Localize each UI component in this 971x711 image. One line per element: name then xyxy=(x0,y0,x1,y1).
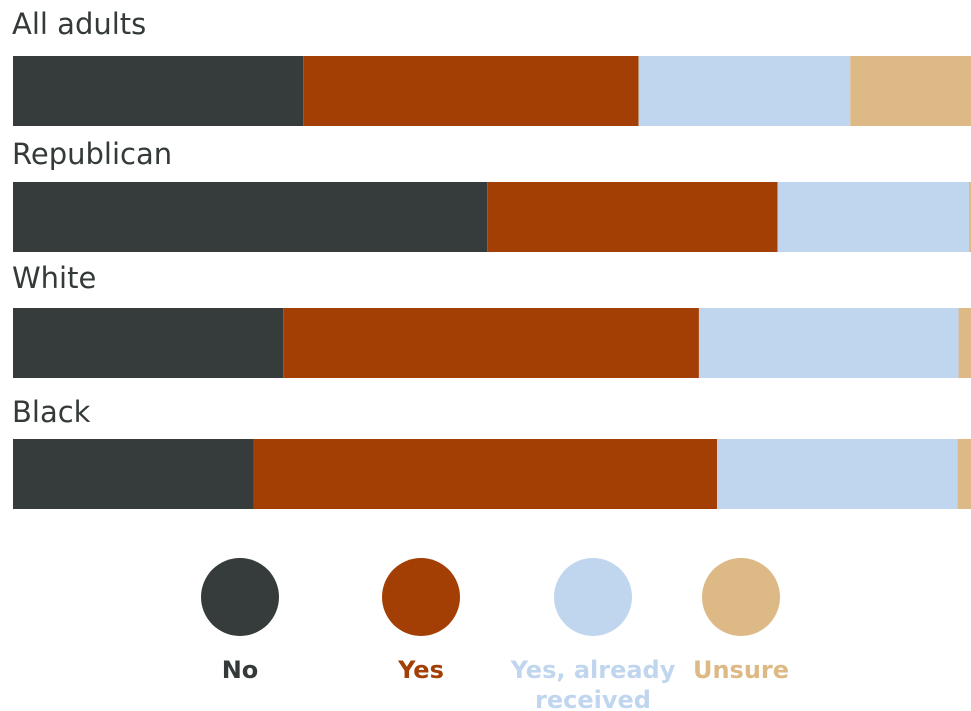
bar-republican-yes xyxy=(487,182,778,252)
bars-layer xyxy=(13,56,971,509)
bar-black-unsure xyxy=(957,439,971,509)
bar-all-adults-unsure xyxy=(850,56,971,126)
legend-swatch-no xyxy=(201,558,279,636)
legend-item-unsure: Unsure xyxy=(693,558,789,684)
legend-swatch-yes xyxy=(382,558,460,636)
bar-black-no xyxy=(13,439,254,509)
bar-all-adults-yes-already-received xyxy=(638,56,851,126)
bar-all-adults-no xyxy=(13,56,304,126)
category-label-republican: Republican xyxy=(12,137,172,171)
legend-label-no: No xyxy=(222,656,259,684)
bar-republican-unsure xyxy=(969,182,971,252)
category-labels: All adults Republican White Black xyxy=(12,7,172,429)
bar-black-yes xyxy=(253,439,718,509)
bar-all-adults-yes xyxy=(303,56,639,126)
bar-republican-yes-already-received xyxy=(777,182,970,252)
category-label-all-adults: All adults xyxy=(12,7,146,41)
legend-label-yes-already-received: Yes, already received xyxy=(510,656,676,711)
legend-label-unsure: Unsure xyxy=(693,656,789,684)
bar-white-no xyxy=(13,308,284,378)
legend-swatch-yes-already-received xyxy=(554,558,632,636)
category-label-white: White xyxy=(12,261,96,295)
legend-label-yes: Yes xyxy=(397,656,444,684)
legend-swatch-unsure xyxy=(702,558,780,636)
legend: No Yes Yes, already received Unsure xyxy=(201,558,789,711)
bar-white-unsure xyxy=(958,308,971,378)
legend-item-no: No xyxy=(201,558,279,684)
legend-item-yes: Yes xyxy=(382,558,460,684)
bar-white-yes xyxy=(283,308,699,378)
bar-black-yes-already-received xyxy=(717,439,958,509)
bar-white-yes-already-received xyxy=(698,308,959,378)
bar-republican-no xyxy=(13,182,488,252)
category-label-black: Black xyxy=(12,395,91,429)
legend-item-yes-already-received: Yes, already received xyxy=(510,558,676,711)
